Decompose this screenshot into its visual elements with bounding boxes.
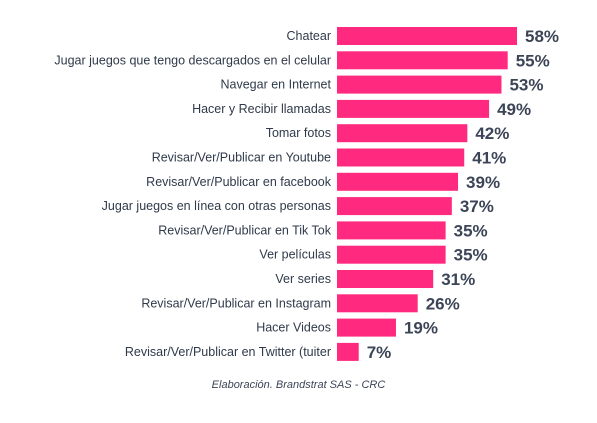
source-caption: Elaboración. Brandstrat SAS - CRC [211, 379, 386, 391]
value-label: 31% [441, 270, 475, 289]
bar [337, 124, 468, 143]
category-label: Revisar/Ver/Publicar en Twitter (tuiter [125, 345, 331, 359]
category-label: Ver series [275, 272, 331, 286]
bar [337, 148, 465, 167]
category-label: Jugar juegos en línea con otras personas [102, 199, 331, 213]
category-label: Ver películas [259, 248, 331, 262]
category-label: Chatear [287, 29, 331, 43]
bar [337, 172, 459, 191]
bar [337, 270, 434, 288]
category-label: Revisar/Ver/Publicar en Instagram [141, 296, 331, 310]
bar [337, 197, 452, 216]
bar [337, 75, 502, 94]
value-label: 49% [497, 100, 531, 119]
bar [337, 318, 396, 337]
category-label: Hacer y Recibir llamadas [192, 102, 331, 116]
bar [337, 294, 418, 313]
category-label: Revisar/Ver/Publicar en Youtube [152, 151, 331, 165]
value-label: 37% [460, 197, 494, 216]
category-label: Revisar/Ver/Publicar en Tik Tok [158, 223, 332, 237]
category-label: Revisar/Ver/Publicar en facebook [146, 175, 332, 189]
value-label: 35% [454, 246, 488, 265]
value-label: 39% [466, 173, 500, 192]
bar [337, 51, 508, 70]
category-label: Navegar en Internet [221, 78, 332, 92]
value-label: 7% [367, 343, 392, 362]
value-label: 41% [472, 149, 506, 168]
bar [337, 27, 517, 45]
bar [337, 342, 359, 361]
value-label: 42% [475, 124, 509, 143]
bar [337, 99, 490, 118]
category-label: Tomar fotos [266, 126, 331, 140]
value-label: 53% [509, 76, 543, 95]
category-label: Jugar juegos que tengo descargados en el… [54, 53, 331, 67]
value-label: 19% [404, 319, 438, 338]
category-label: Hacer Videos [256, 321, 331, 335]
value-label: 35% [454, 221, 488, 240]
value-label: 58% [525, 27, 559, 46]
bar [337, 245, 446, 264]
value-label: 26% [426, 294, 460, 313]
bar [337, 221, 446, 240]
value-label: 55% [516, 51, 550, 70]
